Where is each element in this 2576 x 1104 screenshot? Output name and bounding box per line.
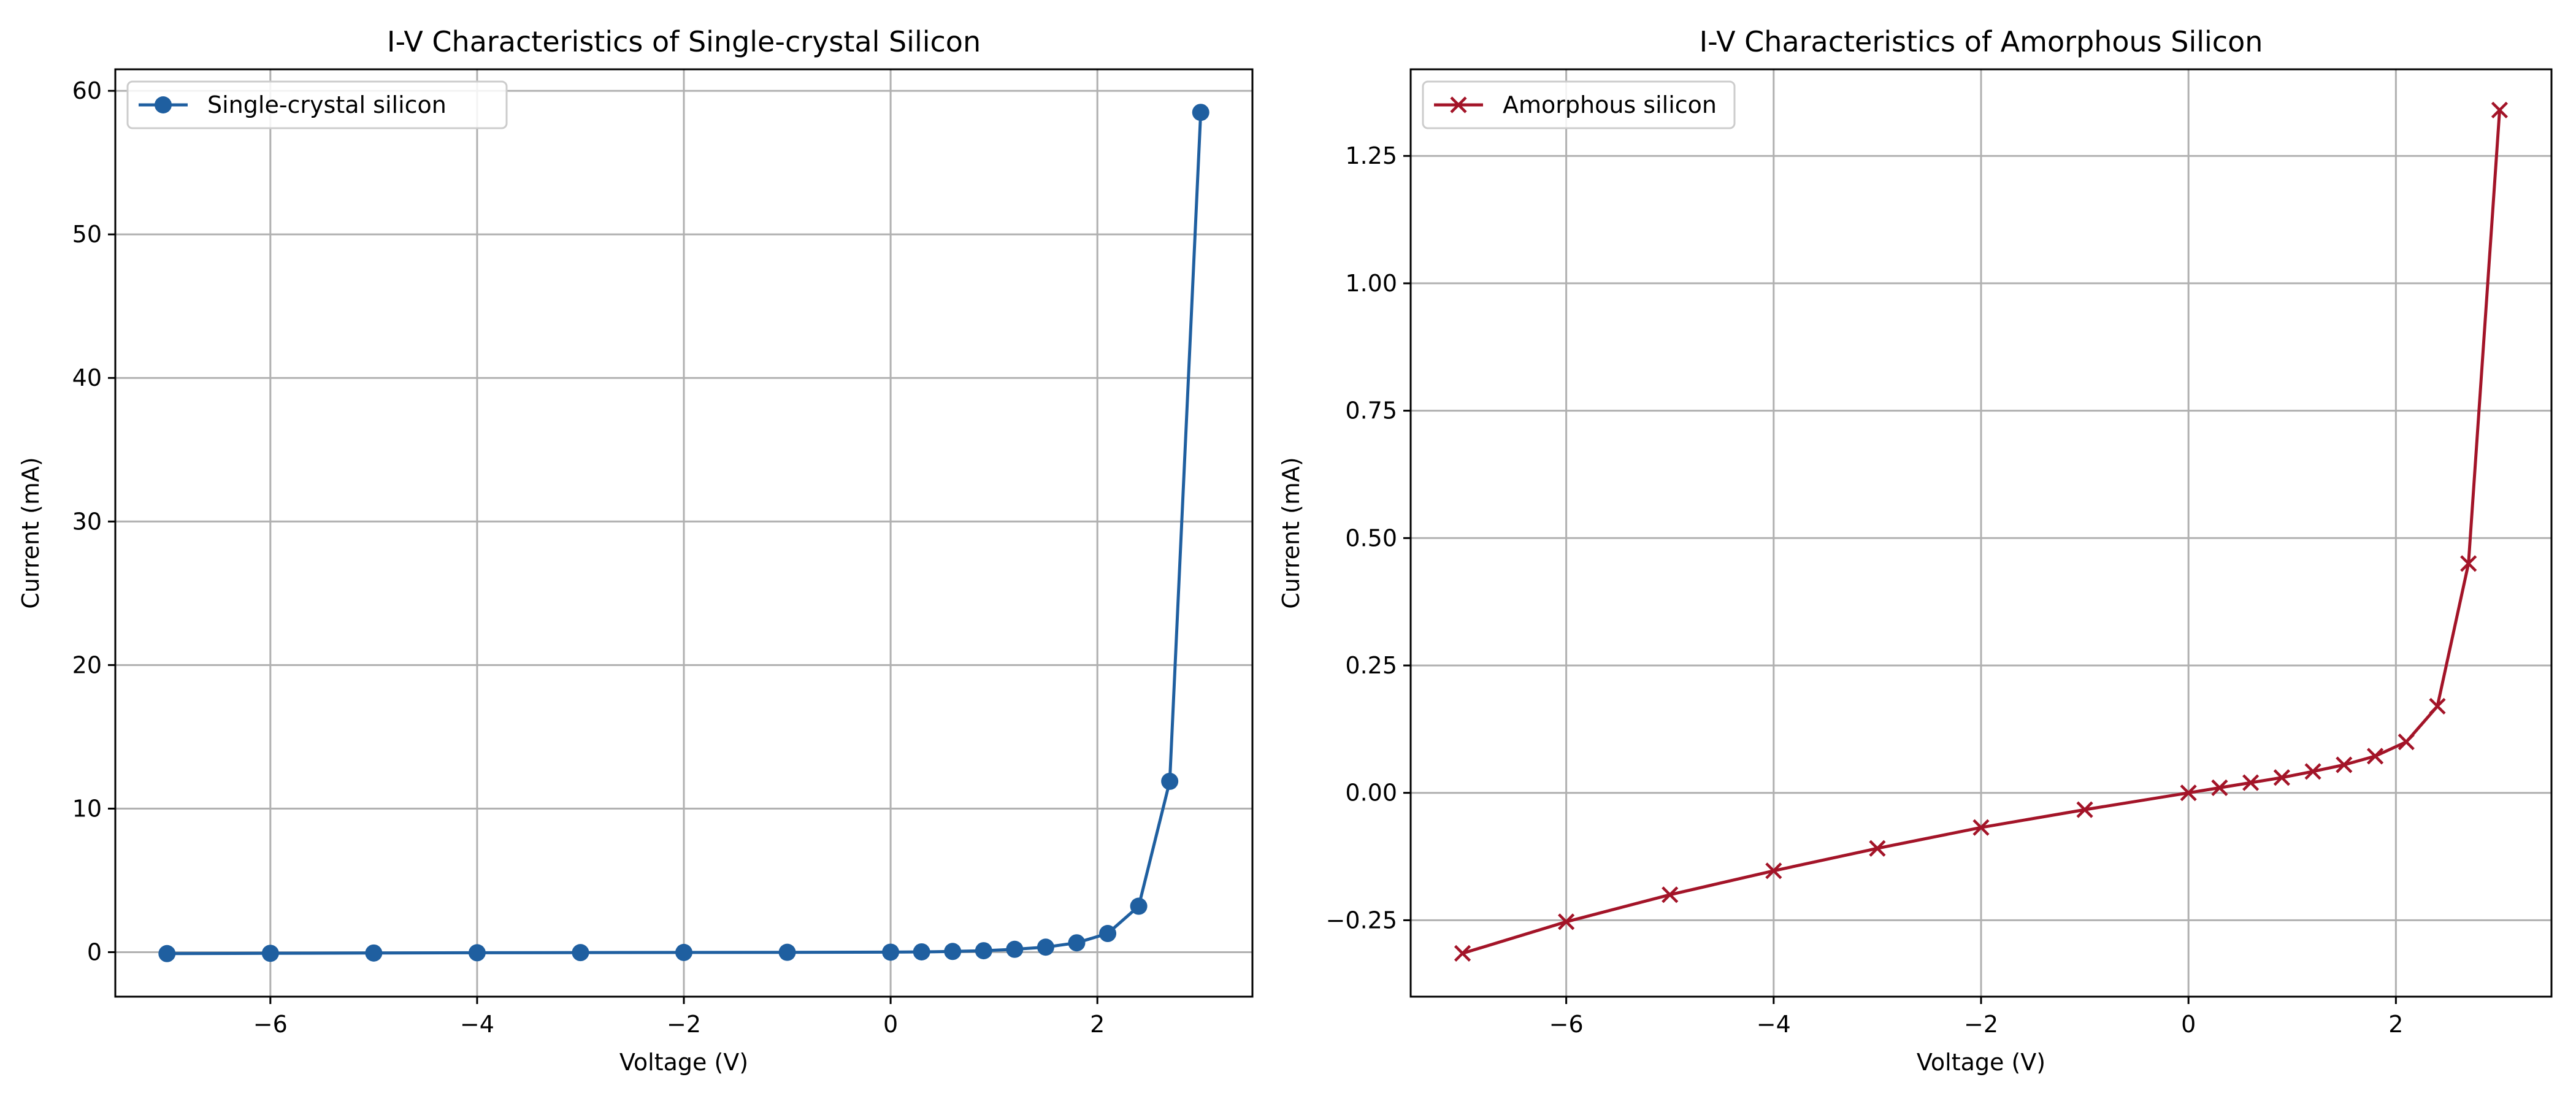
data-point (944, 943, 962, 960)
x-tick-label: −2 (667, 1011, 701, 1038)
legend-marker (1450, 96, 1467, 113)
x-axis-label: Voltage (V) (619, 1049, 748, 1076)
y-tick-label: 10 (72, 795, 102, 822)
y-tick-label: 50 (72, 221, 102, 248)
data-point (1006, 940, 1024, 958)
data-point (778, 943, 796, 961)
data-point (2076, 801, 2093, 818)
data-point (675, 943, 692, 961)
legend-box (1422, 80, 1736, 129)
data-point (261, 945, 279, 962)
data-point (882, 943, 900, 961)
data-point (2242, 774, 2260, 791)
data-point (1662, 886, 1679, 903)
data-point (913, 943, 930, 960)
data-point (2491, 101, 2509, 119)
legend-label: Single-crystal silicon (207, 91, 447, 118)
series-0 (158, 104, 1209, 962)
data-point (1869, 840, 1886, 857)
legend: Amorphous silicon (1422, 80, 1736, 129)
x-tick-label: 2 (2388, 1011, 2403, 1038)
data-point (1558, 913, 1575, 930)
plot-frame (1409, 68, 2553, 998)
y-tick-label: 30 (72, 508, 102, 535)
data-point (2180, 784, 2197, 802)
y-tick-label: 1.25 (1345, 142, 1397, 169)
x-tick-label: −2 (1964, 1011, 1998, 1038)
legend-marker (155, 96, 172, 113)
y-axis-label: Current (mA) (17, 457, 44, 608)
y-tick-label: 20 (72, 651, 102, 678)
data-point (1454, 945, 1471, 962)
legend-box (126, 80, 508, 129)
y-tick-label: 1.00 (1345, 270, 1397, 297)
chart-title: I-V Characteristics of Amorphous Silicon (1700, 25, 2263, 58)
x-tick-label: 0 (883, 1011, 898, 1038)
x-tick-label: 0 (2181, 1011, 2196, 1038)
x-tick-label: −6 (1549, 1011, 1584, 1038)
legend: Single-crystal silicon (126, 80, 508, 129)
data-point (1068, 934, 1086, 952)
data-point (1130, 897, 1148, 915)
x-tick-label: −4 (1757, 1011, 1791, 1038)
data-point (1161, 772, 1179, 790)
data-point (1099, 925, 1117, 943)
y-tick-label: 0 (87, 938, 102, 965)
chart-title: I-V Characteristics of Single-crystal Si… (387, 25, 981, 58)
data-point (2304, 763, 2321, 780)
data-point (468, 944, 486, 962)
y-tick-label: 40 (72, 364, 102, 391)
x-tick-label: 2 (1090, 1011, 1105, 1038)
y-tick-label: 0.25 (1345, 652, 1397, 679)
data-point (1765, 862, 1782, 880)
data-point (1972, 819, 1990, 836)
gridlines (115, 69, 1252, 997)
data-point (1192, 104, 1209, 121)
data-point (1037, 938, 1054, 956)
data-point (2336, 756, 2353, 773)
plot-frame (114, 68, 1254, 998)
x-tick-label: −4 (460, 1011, 494, 1038)
data-point (2398, 734, 2415, 751)
data-point (2366, 748, 2384, 765)
data-point (2211, 779, 2228, 796)
y-tick-label: 0.75 (1345, 397, 1397, 424)
chart-amorphous: −6 −4 −2 0 2 −0.25 0.00 0.25 0.50 0.75 1.00 1.25 Amo… (1278, 25, 2553, 1076)
legend-label: Amorphous silicon (1503, 91, 1717, 118)
x-axis-label: Voltage (V) (1917, 1049, 2045, 1076)
y-axis-label: Current (mA) (1278, 457, 1305, 608)
data-point (2273, 769, 2290, 786)
data-point (158, 945, 176, 962)
y-tick-label: 0.50 (1345, 524, 1397, 551)
data-point (2429, 697, 2446, 715)
y-tick-label: 0.00 (1345, 780, 1397, 807)
data-point (365, 944, 383, 962)
x-tick-label: −6 (253, 1011, 288, 1038)
data-point (572, 944, 589, 962)
series-0 (1454, 101, 2509, 962)
data-point (975, 942, 992, 960)
y-tick-label: −0.25 (1326, 907, 1397, 933)
gridlines (1411, 69, 2551, 997)
y-tick-label: 60 (72, 77, 102, 104)
data-point (2460, 555, 2477, 572)
